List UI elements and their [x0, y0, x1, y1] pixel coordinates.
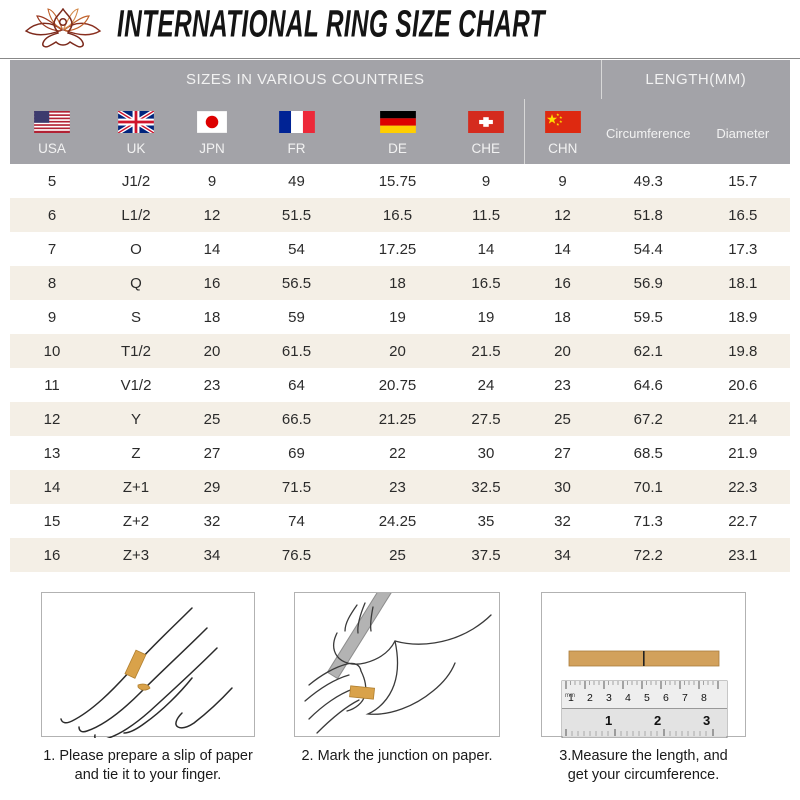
svg-text:mm: mm: [565, 693, 575, 699]
svg-text:2: 2: [587, 692, 593, 704]
svg-text:8: 8: [701, 692, 707, 704]
svg-text:3: 3: [703, 713, 710, 728]
svg-text:2: 2: [654, 713, 661, 728]
svg-text:5: 5: [644, 692, 650, 704]
svg-text:4: 4: [625, 692, 631, 704]
svg-text:3: 3: [606, 692, 612, 704]
svg-text:6: 6: [663, 692, 669, 704]
svg-text:7: 7: [682, 692, 688, 704]
svg-text:1: 1: [605, 713, 612, 728]
